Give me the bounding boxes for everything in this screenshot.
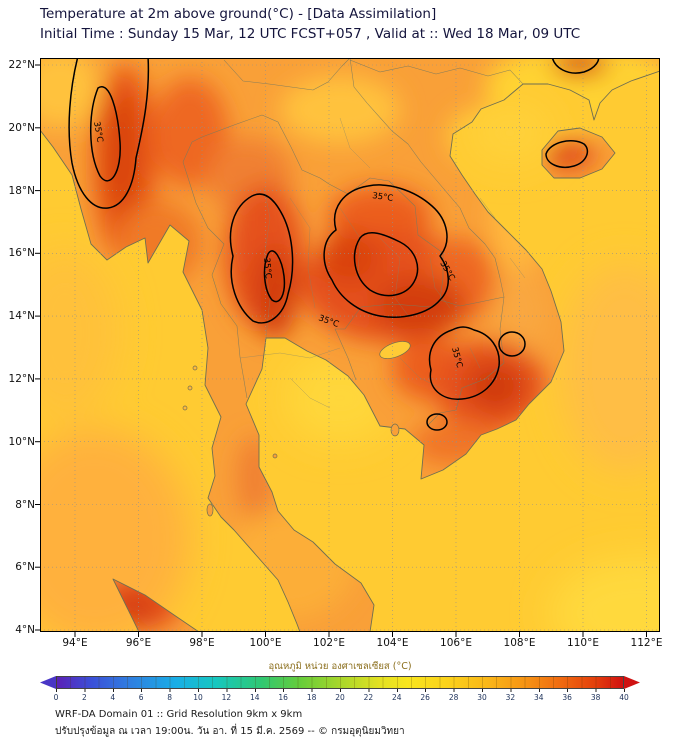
lon-tick: 98°E xyxy=(189,637,215,649)
lat-tick: 12°N xyxy=(8,372,35,385)
colorbar-tick: 38 xyxy=(590,693,601,702)
lat-tick: 14°N xyxy=(8,310,35,323)
colorbar-title: อุณหภูมิ หน่วย องศาเซลเซียส (°C) xyxy=(268,661,412,672)
coastline-sumatra xyxy=(112,578,200,632)
contour-label: 35°C xyxy=(372,191,394,204)
lat-tick: 6°N xyxy=(15,561,35,574)
contour-label: 35°C xyxy=(261,257,273,279)
colorbar-tick: 10 xyxy=(193,693,203,702)
colorbar-tick: 0 xyxy=(53,693,59,702)
colorbar-tickmarks xyxy=(56,689,625,692)
lat-tick: 18°N xyxy=(8,184,35,197)
province-borders xyxy=(239,117,526,409)
colorbar-tick: 18 xyxy=(306,693,317,702)
country-borders xyxy=(182,58,524,427)
colorbar-tick: 12 xyxy=(221,693,232,702)
page-subtitle: Initial Time : Sunday 15 Mar, 12 UTC FCS… xyxy=(40,26,581,42)
lon-tick: 96°E xyxy=(125,637,152,649)
colorbar-tick: 24 xyxy=(392,693,402,702)
map-layers: 35°C 35°C 35°C 35°C 35°C 35°C xyxy=(40,58,660,632)
lat-tick: 10°N xyxy=(8,435,35,448)
lon-tick: 102°E xyxy=(313,637,345,649)
lat-tick: 22°N xyxy=(8,59,35,71)
lat-tick: 4°N xyxy=(15,624,35,636)
colorbar-tick: 32 xyxy=(505,693,516,702)
page-title: Temperature at 2m above ground(°C) - [Da… xyxy=(40,6,437,22)
islands xyxy=(182,341,411,517)
colorbar-tick: 40 xyxy=(619,693,629,702)
colorbar-tick: 28 xyxy=(448,693,459,702)
colorbar-tick: 20 xyxy=(335,693,345,702)
footer-domain-info: WRF-DA Domain 01 :: Grid Resolution 9km … xyxy=(55,709,303,720)
colorbar-tick: 26 xyxy=(420,693,430,702)
footer-update-info: ปรับปรุงข้อมูล ณ เวลา 19:00น. วัน อา. ที… xyxy=(55,726,405,737)
lat-tick: 16°N xyxy=(8,247,35,260)
colorbar-tick: 2 xyxy=(82,693,87,702)
colorbar-tick: 6 xyxy=(138,693,144,702)
lon-tick: 100°E xyxy=(249,637,282,649)
plot-frame xyxy=(40,58,660,632)
lat-tick: 8°N xyxy=(15,498,35,511)
lon-tick: 94°E xyxy=(62,637,88,649)
colorbar-tick: 22 xyxy=(363,693,374,702)
colorbar-tick: 34 xyxy=(534,693,544,702)
colorbar-segment-lines xyxy=(56,676,624,689)
colorbar-gradient xyxy=(56,676,624,689)
lon-tick: 108°E xyxy=(503,637,536,649)
lon-tick: 106°E xyxy=(440,637,472,649)
lon-tick: 104°E xyxy=(376,637,409,649)
map-canvas: 35°C 35°C 35°C 35°C 35°C 35°C xyxy=(35,58,660,637)
axis-tickmarks xyxy=(35,64,647,637)
sea-temperature-field xyxy=(40,103,660,632)
lon-tick: 110°E xyxy=(567,637,599,649)
colorbar: 0 2 4 6 8 10 12 14 16 18 20 22 24 26 28 … xyxy=(40,676,640,706)
contour-lines-35c xyxy=(68,58,600,431)
lon-tick: 112°E xyxy=(630,637,663,649)
coastline-mainland xyxy=(40,70,660,632)
colorbar-tick: 36 xyxy=(562,693,572,702)
temperature-map: 35°C 35°C 35°C 35°C 35°C 35°C xyxy=(35,58,660,637)
contour-label: 35°C xyxy=(91,121,105,143)
lat-tick: 20°N xyxy=(8,121,35,134)
colorbar-tick: 30 xyxy=(477,693,487,702)
colorbar-tick: 14 xyxy=(250,693,260,702)
colorbar-tick: 16 xyxy=(278,693,288,702)
colorbar-tick: 8 xyxy=(167,693,172,702)
colorbar-overflow-arrow xyxy=(624,676,640,689)
colorbar-tick: 4 xyxy=(110,693,116,702)
tonle-sap-lake xyxy=(379,341,411,359)
coastline-hainan xyxy=(541,127,616,179)
colorbar-underflow-arrow xyxy=(40,676,56,689)
